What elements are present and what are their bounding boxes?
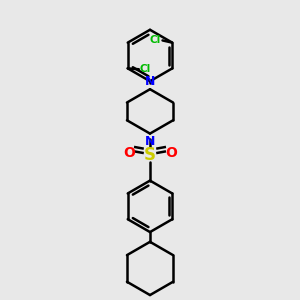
Text: Cl: Cl	[140, 64, 151, 74]
Text: O: O	[123, 146, 135, 160]
Text: O: O	[165, 146, 177, 160]
Text: S: S	[144, 146, 156, 164]
Text: Cl: Cl	[150, 35, 161, 45]
Text: N: N	[145, 135, 155, 148]
Text: N: N	[145, 75, 155, 88]
